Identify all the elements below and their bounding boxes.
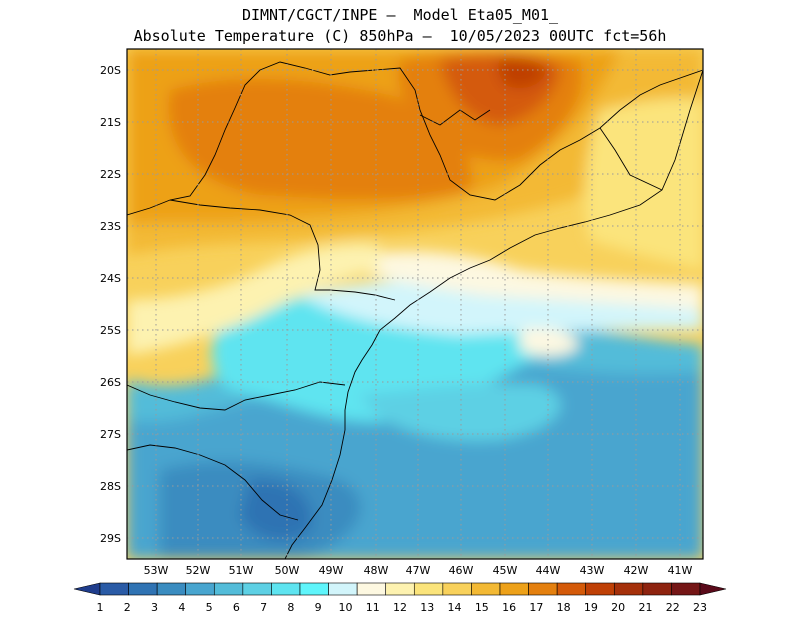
colorbar-label: 11	[366, 601, 380, 614]
lat-label: 29S	[100, 532, 121, 545]
lat-label: 20S	[100, 64, 121, 77]
lon-label: 51W	[229, 564, 254, 577]
colorbar-label: 6	[233, 601, 240, 614]
map-frame	[126, 48, 704, 560]
colorbar-swatch	[299, 582, 329, 596]
colorbar-label: 13	[420, 601, 434, 614]
coastline-and-borders	[127, 61, 703, 559]
colorbar-swatch	[242, 582, 272, 596]
colorbar-label: 4	[178, 601, 185, 614]
colorbar-swatch	[99, 582, 129, 596]
lon-label: 44W	[536, 564, 561, 577]
lon-label: 42W	[624, 564, 649, 577]
colorbar-label: 8	[287, 601, 294, 614]
colorbar-swatch	[642, 582, 672, 596]
colorbar-swatch	[499, 582, 529, 596]
colorbar-label: 23	[693, 601, 707, 614]
colorbar-swatch	[613, 582, 644, 596]
lat-label: 25S	[100, 324, 121, 337]
colorbar-swatch	[528, 582, 558, 596]
colorbar-swatch	[671, 582, 701, 596]
lon-label: 48W	[364, 564, 389, 577]
colorbar-swatch	[585, 582, 615, 596]
lon-label: 52W	[186, 564, 211, 577]
colorbar-label: 5	[206, 601, 213, 614]
colorbar-label: 3	[151, 601, 158, 614]
colorbar-swatch	[128, 582, 158, 596]
temperature-field	[127, 49, 703, 559]
graticule	[127, 49, 703, 559]
map-title-line-1: DIMNT/CGCT/INPE – Model Eta05_M01_	[241, 6, 559, 24]
colorbar-swatch	[185, 582, 215, 596]
lat-label: 27S	[100, 428, 121, 441]
colorbar-swatch	[385, 582, 415, 596]
lon-label: 45W	[493, 564, 518, 577]
lon-label: 43W	[580, 564, 605, 577]
lat-label: 26S	[100, 376, 121, 389]
colorbar-label: 9	[315, 601, 322, 614]
colorbar-swatch	[156, 582, 187, 596]
colorbar-label: 14	[448, 601, 462, 614]
colorbar-swatch	[271, 582, 301, 596]
lat-label: 28S	[100, 480, 121, 493]
colorbar-arrow-high	[699, 582, 727, 596]
colorbar-label: 21	[638, 601, 652, 614]
lon-label: 49W	[319, 564, 344, 577]
lon-label: 53W	[144, 564, 169, 577]
colorbar-swatch	[213, 582, 244, 596]
lon-label: 47W	[406, 564, 431, 577]
longitude-axis: 53W 52W 51W 50W 49W 48W 47W 46W 45W 44W …	[144, 564, 693, 577]
colorbar-arrow-low	[73, 582, 101, 596]
lat-label: 23S	[100, 220, 121, 233]
colorbar-label: 18	[557, 601, 571, 614]
colorbar-swatch	[471, 582, 501, 596]
lon-label: 41W	[668, 564, 693, 577]
colorbar-swatch	[442, 582, 472, 596]
colorbar-label: 17	[529, 601, 543, 614]
colorbar-label: 1	[97, 601, 104, 614]
lat-label: 22S	[100, 168, 121, 181]
colorbar-swatch	[556, 582, 587, 596]
colorbar: 1 2 3 4 5 6 7 8 9 10 11 12 13 14 15 16 17 18 19 20 21 22 23	[73, 582, 727, 614]
colorbar-swatch	[413, 582, 444, 596]
colorbar-label: 22	[666, 601, 680, 614]
colorbar-label: 12	[393, 601, 407, 614]
colorbar-swatch	[328, 582, 358, 596]
lat-label: 21S	[100, 116, 121, 129]
map-title-line-2: Absolute Temperature (C) 850hPa – 10/05/…	[133, 27, 667, 45]
lat-label: 24S	[100, 272, 121, 285]
colorbar-label: 16	[502, 601, 516, 614]
colorbar-label: 15	[475, 601, 489, 614]
colorbar-label: 7	[260, 601, 267, 614]
lon-label: 50W	[275, 564, 300, 577]
latitude-axis: 20S 21S 22S 23S 24S 25S 26S 27S 28S 29S	[100, 64, 121, 545]
lon-label: 46W	[449, 564, 474, 577]
colorbar-swatch	[356, 582, 387, 596]
colorbar-label: 2	[124, 601, 131, 614]
colorbar-label: 20	[611, 601, 625, 614]
colorbar-label: 10	[338, 601, 352, 614]
colorbar-label: 19	[584, 601, 598, 614]
